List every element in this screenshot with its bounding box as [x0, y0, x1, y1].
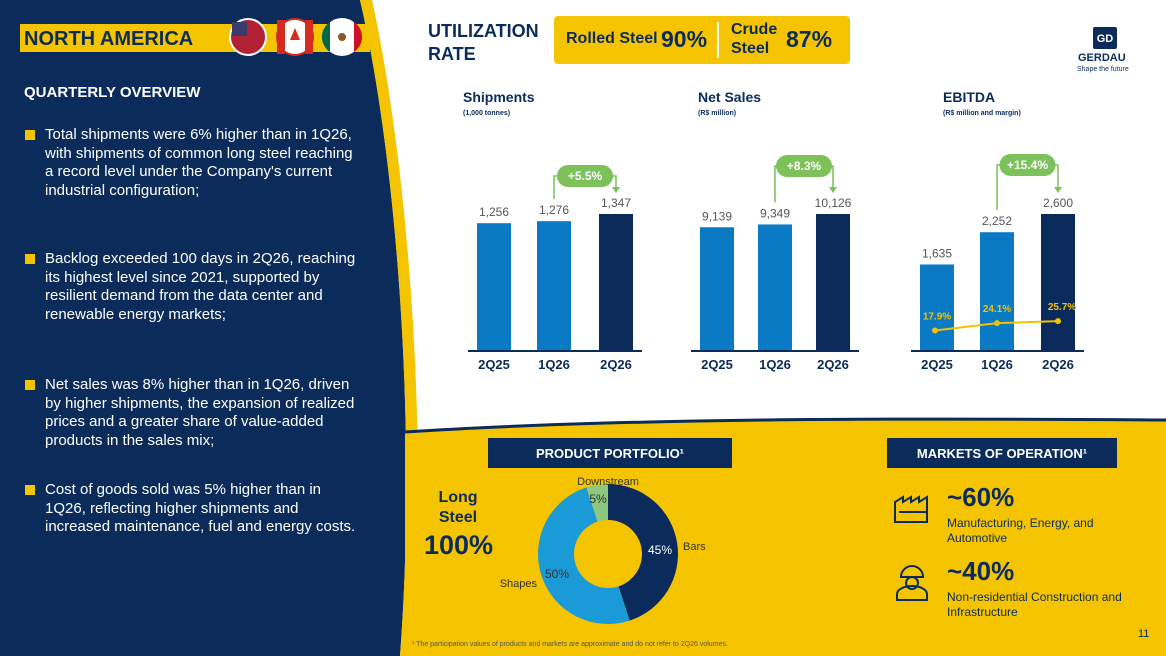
bar	[816, 214, 850, 350]
annotation-arrow	[1054, 187, 1062, 193]
util-value: 90%	[661, 26, 708, 52]
portfolio-header	[488, 438, 732, 468]
markets-header	[887, 438, 1117, 468]
annotation-arrow	[829, 187, 837, 193]
margin-point	[932, 327, 938, 334]
pie-slice	[608, 484, 678, 621]
margin-label: 25.7%	[1048, 302, 1076, 313]
bar	[1041, 214, 1075, 350]
util-label: Crude Steel	[731, 21, 778, 57]
bullet: Total shipments were 6% higher than in 1…	[25, 126, 365, 200]
bullet-marker	[25, 130, 35, 140]
worker-icon	[896, 565, 928, 601]
side-value: 100%	[424, 530, 494, 560]
slice-name: Downstream	[577, 476, 639, 488]
bullet: Cost of goods sold was 5% higher than in…	[25, 481, 365, 537]
category-label: 1Q26	[759, 357, 791, 372]
annotation-arrow	[612, 187, 620, 193]
footnote: ¹ The participation values of products a…	[412, 641, 728, 648]
bar	[920, 264, 954, 350]
slice-label: 5%	[589, 492, 607, 506]
bullet-marker	[25, 380, 35, 390]
value-label: 1,256	[479, 205, 509, 219]
value-label: 9,139	[702, 209, 732, 223]
chart-subtitle: (R$ million and margin)	[943, 110, 1021, 117]
bar	[980, 232, 1014, 350]
utilization-box	[554, 16, 850, 64]
bullet: Net sales was 8% higher than in 1Q26, dr…	[25, 376, 365, 450]
logo-tagline: Shape the future	[1077, 66, 1129, 73]
pie-slice	[586, 484, 608, 522]
annotation: +8.3%	[787, 159, 822, 173]
category-label: 2Q26	[817, 357, 849, 372]
annotation: +15.4%	[1007, 158, 1048, 172]
factory-icon	[894, 495, 928, 523]
overview-title: QUARTERLY OVERVIEW	[24, 84, 201, 101]
util-value: 87%	[786, 26, 833, 52]
bullet-marker	[25, 485, 35, 495]
chart-title: Net Sales	[698, 89, 761, 105]
slice-name: Bars	[683, 541, 706, 553]
category-label: 2Q25	[701, 357, 733, 372]
market-label: Manufacturing, Energy, and Automotive	[947, 516, 1094, 545]
region-title: NORTH AMERICA	[24, 28, 194, 50]
chart-title: EBITDA	[943, 89, 995, 105]
slice-label: 45%	[648, 543, 672, 557]
chart-title: Shipments	[463, 89, 535, 105]
category-label: 1Q26	[981, 357, 1013, 372]
slice-name: Shapes	[500, 578, 538, 590]
margin-point	[994, 320, 1000, 327]
slice-label: 50%	[545, 567, 569, 581]
value-label: 2,252	[982, 214, 1012, 228]
market-share: ~40%	[947, 556, 1015, 586]
bar	[700, 227, 734, 350]
util-label: Rolled Steel	[566, 30, 658, 47]
value-label: 1,635	[922, 246, 952, 260]
pie-slice	[538, 487, 630, 624]
left-panel	[0, 0, 407, 656]
value-label: 1,276	[539, 203, 569, 217]
logo-name: GERDAU	[1078, 52, 1126, 64]
utilization-title: UTILIZATION RATE	[428, 21, 539, 64]
market-share: ~60%	[947, 482, 1015, 512]
market-label: Non-residential Construction and Infrast…	[947, 590, 1122, 619]
annotation-pill	[776, 155, 832, 177]
annotation-pill	[999, 154, 1056, 176]
category-label: 2Q25	[478, 357, 510, 372]
bar	[758, 224, 792, 350]
bar	[599, 214, 633, 350]
bullet-marker	[25, 254, 35, 264]
value-label: 1,347	[601, 196, 631, 210]
page-number: 11	[1138, 628, 1150, 640]
annotation: +5.5%	[568, 169, 603, 183]
flags	[229, 18, 363, 56]
value-label: 9,349	[760, 206, 790, 220]
svg-text:GD: GD	[1097, 33, 1114, 45]
value-label: 10,126	[815, 196, 852, 210]
category-label: 2Q26	[1042, 357, 1074, 372]
category-label: 2Q26	[600, 357, 632, 372]
bullet: Backlog exceeded 100 days in 2Q26, reach…	[25, 250, 365, 324]
category-label: 2Q25	[921, 357, 953, 372]
side-label: Long Steel	[438, 489, 478, 526]
margin-label: 17.9%	[923, 312, 951, 323]
margin-label: 24.1%	[983, 304, 1011, 315]
divider	[404, 417, 1166, 434]
chart-subtitle: (R$ million)	[698, 110, 736, 117]
category-label: 1Q26	[538, 357, 570, 372]
portfolio-title: PRODUCT PORTFOLIO¹	[535, 446, 685, 461]
bar	[477, 223, 511, 350]
markets-title: MARKETS OF OPERATION¹	[916, 446, 1088, 461]
bar	[537, 221, 571, 350]
logo-mark: GD	[1093, 27, 1117, 49]
value-label: 2,600	[1043, 196, 1073, 210]
chart-subtitle: (1,000 tonnes)	[463, 110, 510, 117]
annotation-pill	[557, 165, 613, 187]
margin-point	[1055, 318, 1061, 325]
